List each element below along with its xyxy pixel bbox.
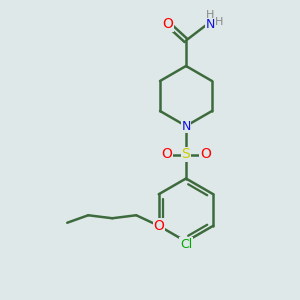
- Text: N: N: [205, 18, 215, 32]
- Text: Cl: Cl: [180, 238, 192, 251]
- Text: O: O: [161, 148, 172, 161]
- Text: S: S: [182, 148, 190, 161]
- Text: N: N: [181, 119, 191, 133]
- Text: O: O: [163, 17, 173, 31]
- Text: O: O: [200, 148, 211, 161]
- Text: H: H: [206, 10, 214, 20]
- Text: O: O: [153, 219, 164, 233]
- Text: H: H: [215, 17, 223, 27]
